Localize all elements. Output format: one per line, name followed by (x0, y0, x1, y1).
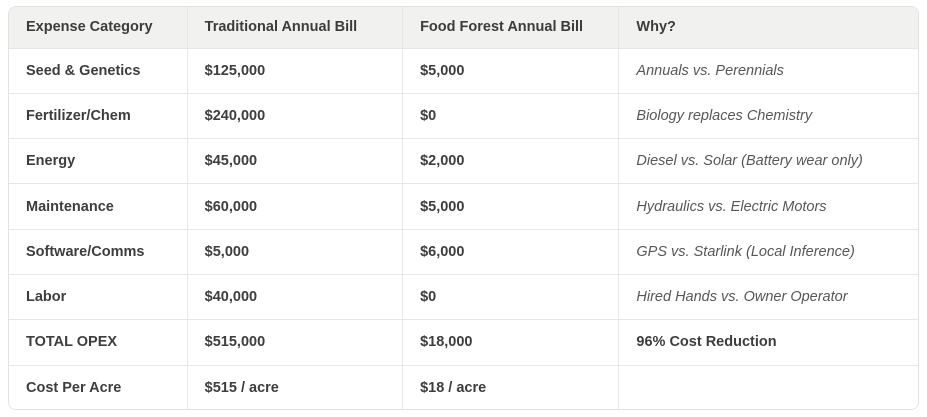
cell-food-forest: $18 / acre (402, 365, 620, 409)
cell-food-forest: $0 (402, 93, 620, 140)
cell-food-forest: $6,000 (402, 229, 620, 275)
cell-food-forest: $18,000 (402, 319, 620, 366)
column-header-expense-category: Expense Category (9, 7, 188, 49)
cell-why: GPS vs. Starlink (Local Inference) (618, 229, 918, 275)
cell-category: Seed & Genetics (9, 48, 188, 94)
cell-traditional: $515,000 (187, 319, 404, 366)
table-row: Seed & Genetics $125,000 $5,000 Annuals … (9, 48, 918, 94)
cell-why: Diesel vs. Solar (Battery wear only) (618, 138, 918, 185)
cell-category: Cost Per Acre (9, 365, 188, 409)
cell-food-forest: $5,000 (402, 183, 620, 230)
cell-category: Energy (9, 138, 188, 185)
cell-food-forest: $2,000 (402, 138, 620, 185)
expense-table: Expense Category Traditional Annual Bill… (9, 7, 918, 409)
cell-why (619, 365, 918, 409)
expense-comparison-table: Expense Category Traditional Annual Bill… (8, 6, 919, 410)
table-row: Maintenance $60,000 $5,000 Hydraulics vs… (9, 183, 918, 230)
cell-traditional: $125,000 (187, 48, 404, 94)
cell-category: Labor (9, 274, 188, 321)
table-row: Energy $45,000 $2,000 Diesel vs. Solar (… (9, 138, 918, 185)
cell-why: Hydraulics vs. Electric Motors (618, 183, 918, 230)
cell-food-forest: $5,000 (402, 48, 620, 94)
table-row: Labor $40,000 $0 Hired Hands vs. Owner O… (9, 274, 918, 321)
cell-why: Hired Hands vs. Owner Operator (618, 274, 918, 321)
column-header-why: Why? (618, 7, 918, 49)
cell-category: Fertilizer/Chem (9, 93, 188, 140)
cell-traditional: $240,000 (187, 93, 404, 140)
cell-traditional: $515 / acre (187, 365, 404, 409)
cell-food-forest: $0 (402, 274, 620, 321)
cell-traditional: $5,000 (187, 229, 404, 275)
table-header-row: Expense Category Traditional Annual Bill… (9, 7, 918, 49)
cell-category: Maintenance (9, 183, 188, 230)
table-row-cost-per-acre: Cost Per Acre $515 / acre $18 / acre (9, 365, 918, 409)
cell-traditional: $45,000 (187, 138, 404, 185)
cell-why: Biology replaces Chemistry (618, 93, 918, 140)
cell-traditional: $60,000 (187, 183, 404, 230)
table-row: Software/Comms $5,000 $6,000 GPS vs. Sta… (9, 229, 918, 275)
cell-why: 96% Cost Reduction (618, 319, 918, 366)
cell-why: Annuals vs. Perennials (618, 48, 918, 94)
table-row: Fertilizer/Chem $240,000 $0 Biology repl… (9, 93, 918, 140)
table-row-total-opex: TOTAL OPEX $515,000 $18,000 96% Cost Red… (9, 319, 918, 366)
cell-category: TOTAL OPEX (9, 319, 188, 366)
cell-traditional: $40,000 (187, 274, 404, 321)
cell-category: Software/Comms (9, 229, 188, 275)
column-header-food-forest-annual-bill: Food Forest Annual Bill (402, 7, 620, 49)
column-header-traditional-annual-bill: Traditional Annual Bill (187, 7, 404, 49)
